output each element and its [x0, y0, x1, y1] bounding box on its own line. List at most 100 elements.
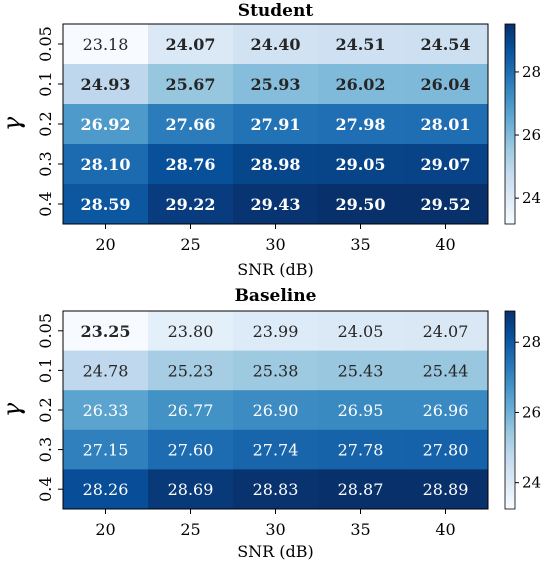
cell-value-label: 26.95 [338, 401, 384, 420]
heatmap-cell [148, 350, 234, 391]
x-tick-label: 35 [350, 520, 370, 539]
heatmap-cell [403, 469, 489, 510]
cell-value-label: 24.51 [335, 35, 385, 54]
heatmap-cell [233, 390, 319, 431]
cell-value-label: 25.93 [250, 75, 300, 94]
cell-value-label: 27.74 [253, 441, 299, 460]
x-tick-label: 40 [435, 520, 455, 539]
x-tick-label: 30 [265, 520, 285, 539]
heatmap-cell [233, 429, 319, 470]
cell-value-label: 25.23 [168, 361, 214, 380]
y-tick-label: 0.3 [36, 437, 55, 462]
cell-value-label: 25.67 [165, 75, 215, 94]
x-tick-label: 40 [435, 235, 455, 254]
cell-value-label: 24.54 [420, 35, 470, 54]
heatmap-cell [318, 469, 404, 510]
y-tick-label: 0.2 [36, 397, 55, 422]
cell-value-label: 28.01 [420, 115, 470, 134]
colorbar [504, 310, 516, 510]
cell-value-label: 29.43 [250, 195, 300, 214]
colorbar-tick-label: 26 [522, 126, 541, 144]
colorbar-tick-label: 28 [522, 333, 541, 351]
y-tick-label: 0.4 [36, 476, 55, 501]
x-tick-label: 30 [265, 235, 285, 254]
cell-value-label: 27.78 [338, 441, 384, 460]
heatmap-cell [403, 24, 489, 65]
heatmap-panel-2: Baseline 23.25 23.80 23.99 24.05 24.07 24.78 25… [0, 286, 541, 561]
cell-value-label: 26.04 [420, 75, 470, 94]
cell-value-label: 24.78 [83, 361, 129, 380]
heatmap-cell [63, 390, 149, 431]
cell-value-label: 28.59 [80, 195, 130, 214]
cell-value-label: 25.43 [338, 361, 384, 380]
y-tick-label: 0.2 [36, 111, 55, 136]
heatmap-cell [148, 429, 234, 470]
heatmap-cell [233, 144, 319, 185]
cell-value-label: 26.33 [83, 401, 129, 420]
colorbar-tick-label: 28 [522, 63, 541, 81]
heatmap-cell [148, 24, 234, 65]
cell-value-label: 24.07 [423, 322, 469, 341]
heatmap-cell [148, 184, 234, 225]
heatmap-cell [63, 184, 149, 225]
cell-value-label: 28.87 [338, 480, 384, 499]
heatmap-cell [318, 24, 404, 65]
heatmap-cell [148, 311, 234, 352]
x-tick-label: 35 [350, 235, 370, 254]
cell-value-label: 26.90 [253, 401, 299, 420]
cell-value-label: 26.77 [168, 401, 214, 420]
heatmap-cell [403, 184, 489, 225]
cell-value-label: 25.44 [423, 361, 469, 380]
cell-value-label: 29.07 [420, 155, 470, 174]
cell-value-label: 23.80 [168, 322, 214, 341]
heatmap-cell [318, 104, 404, 145]
y-axis-label: γ [0, 116, 26, 131]
heatmap-cell [233, 104, 319, 145]
cell-value-label: 27.98 [335, 115, 385, 134]
heatmap-cell [148, 64, 234, 105]
x-tick-label: 20 [95, 520, 115, 539]
heatmap-cell [318, 350, 404, 391]
cell-value-label: 23.99 [253, 322, 299, 341]
cell-value-label: 24.93 [80, 75, 130, 94]
x-tick-label: 25 [180, 520, 200, 539]
cell-value-label: 23.25 [80, 322, 130, 341]
heatmap-cell [403, 104, 489, 145]
heatmap-cell [63, 104, 149, 145]
heatmap-cell [318, 184, 404, 225]
cell-value-label: 28.10 [80, 155, 130, 174]
heatmap-cell [63, 24, 149, 65]
cell-value-label: 27.91 [250, 115, 300, 134]
colorbar-tick-label: 24 [522, 189, 541, 207]
chart-title: Student [238, 1, 314, 21]
cell-value-label: 26.92 [80, 115, 130, 134]
cell-value-label: 23.18 [83, 35, 129, 54]
heatmap-cell [233, 469, 319, 510]
heatmap-cell [148, 390, 234, 431]
x-axis-label: SNR (dB) [237, 542, 314, 561]
heatmap-cell [318, 144, 404, 185]
heatmap-cell [233, 184, 319, 225]
heatmap-cell [318, 311, 404, 352]
cell-value-label: 28.76 [165, 155, 215, 174]
cell-value-label: 27.80 [423, 441, 469, 460]
y-tick-label: 0.4 [36, 191, 55, 216]
heatmap-cell [233, 24, 319, 65]
x-tick-label: 20 [95, 235, 115, 254]
heatmap-cell [318, 429, 404, 470]
cell-value-label: 29.52 [420, 195, 470, 214]
y-tick-label: 0.3 [36, 151, 55, 176]
cell-value-label: 29.05 [335, 155, 385, 174]
cell-value-label: 26.02 [335, 75, 385, 94]
cell-value-label: 29.50 [335, 195, 385, 214]
cell-value-label: 28.98 [250, 155, 300, 174]
colorbar [504, 23, 516, 225]
cell-value-label: 24.07 [165, 35, 215, 54]
heatmap-cell [403, 144, 489, 185]
cell-value-label: 28.69 [168, 480, 214, 499]
heatmap-cell [318, 390, 404, 431]
cell-value-label: 24.40 [250, 35, 300, 54]
y-tick-label: 0.1 [36, 71, 55, 96]
cell-value-label: 24.05 [338, 322, 384, 341]
heatmap-panel-1: Student 23.18 24.07 24.40 24.51 24.54 24.93 25.… [0, 1, 541, 279]
